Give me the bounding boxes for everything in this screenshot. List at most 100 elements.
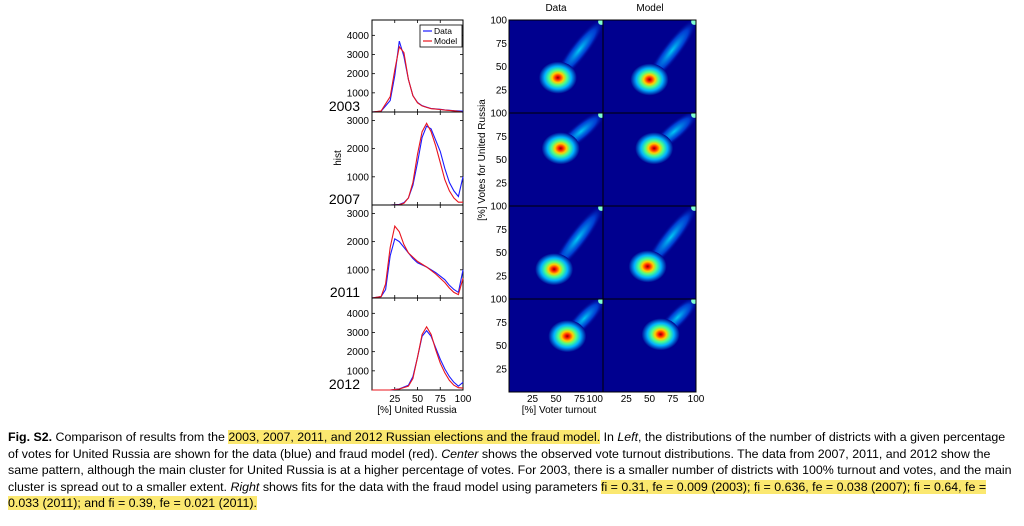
- heatmap-corner-cluster: [598, 113, 603, 118]
- caption-text: shows the observed vote turnout distribu…: [8, 446, 1012, 494]
- x-tick-label: 50: [644, 394, 656, 405]
- column-title-model: Model: [636, 3, 663, 14]
- heatmap-corner-cluster: [691, 206, 696, 211]
- y-tick-label: 3000: [347, 328, 370, 339]
- series-line-model: [371, 224, 464, 299]
- heatmap-corner-cluster: [691, 299, 696, 304]
- y-tick-label: 25: [496, 178, 508, 189]
- caption-text: Comparison of results from the: [52, 430, 229, 444]
- series-line-model: [371, 45, 464, 113]
- caption-italic: Left: [617, 430, 639, 444]
- y-tick-label: 75: [496, 132, 508, 143]
- y-axis-label: [%] Votes for United Russia: [477, 99, 488, 221]
- heatmap-panel-2011-data: [508, 205, 604, 300]
- year-label: 2011: [330, 284, 360, 300]
- y-tick-label: 25: [496, 85, 508, 96]
- caption-text: , the distributions of the number of dis…: [8, 430, 1006, 461]
- x-tick-label: 100: [688, 394, 705, 405]
- heatmap-corner-cluster: [598, 20, 603, 25]
- y-tick-label: 3000: [347, 116, 370, 127]
- histogram-panel-2011: 3000 2000 1000 2011: [330, 204, 464, 300]
- heatmap-panel-2012-data: [508, 298, 604, 393]
- x-axis-label: [%] United Russia: [377, 405, 457, 416]
- heatmap-panel-2003-data: [508, 19, 604, 114]
- y-tick-label: 100: [490, 16, 507, 27]
- heatmap-hotspot: [641, 318, 680, 351]
- y-tick-label: 50: [496, 248, 508, 259]
- x-tick-label: 50: [550, 394, 562, 405]
- x-tick-label: 75: [574, 394, 586, 405]
- heatmap-panel-2012-model: [602, 298, 697, 393]
- heatmap-frame: [602, 298, 697, 393]
- heatmap-hotspot: [635, 132, 674, 165]
- y-tick-label: 1000: [347, 366, 370, 377]
- year-label: 2012: [329, 376, 360, 392]
- heatmap-panel-2003-model: [602, 19, 697, 114]
- heatmap-hotspot: [541, 132, 580, 165]
- heatmap-corner-cluster: [691, 20, 696, 25]
- series-line-model: [372, 325, 464, 391]
- x-tick-label: 50: [412, 394, 424, 405]
- y-tick-label: 2000: [347, 347, 370, 358]
- y-tick-label: 2000: [347, 144, 370, 155]
- x-tick-label: 100: [455, 394, 472, 405]
- heatmap-panel-2007-data: [508, 112, 604, 207]
- caption-italic: Center: [441, 446, 479, 461]
- x-tick-label: 25: [527, 394, 539, 405]
- y-tick-label: 4000: [347, 309, 370, 320]
- y-tick-label: 50: [496, 341, 508, 352]
- y-tick-label: 100: [490, 109, 507, 120]
- y-tick-label: 75: [496, 225, 508, 236]
- x-tick-label: 75: [667, 394, 679, 405]
- heatmap-hotspot: [628, 250, 667, 283]
- legend-label-model: Model: [434, 36, 457, 46]
- heatmap-hotspot: [538, 61, 577, 94]
- figure-caption: Fig. S2. Comparison of results from the …: [8, 429, 1018, 512]
- series-line-data: [371, 237, 464, 299]
- y-tick-label: 100: [490, 295, 507, 306]
- y-tick-label: 75: [496, 39, 508, 50]
- column-title-data: Data: [545, 3, 567, 14]
- caption-label: Fig. S2.: [8, 430, 53, 444]
- y-tick-label: 50: [496, 62, 508, 73]
- y-tick-label: 4000: [347, 31, 370, 42]
- x-tick-label: 75: [435, 394, 447, 405]
- legend-label-data: Data: [434, 26, 452, 36]
- y-tick-label: 75: [496, 318, 508, 329]
- y-tick-label: 50: [496, 155, 508, 166]
- caption-text: In: [600, 430, 618, 444]
- heatmap-hotspot: [548, 320, 587, 353]
- year-label: 2003: [329, 98, 360, 114]
- caption-text: shows fits for the data with the fraud m…: [259, 479, 601, 494]
- caption-italic: Right: [230, 479, 260, 494]
- heatmap-hotspot: [535, 253, 574, 286]
- y-axis-label: hist: [333, 150, 344, 166]
- heatmap-corner-cluster: [598, 299, 603, 304]
- y-tick-label: 1000: [347, 172, 370, 183]
- y-tick-label: 3000: [347, 209, 370, 220]
- heatmap-hotspot: [630, 63, 669, 96]
- y-tick-label: 3000: [347, 50, 370, 61]
- y-tick-label: 100: [490, 202, 507, 213]
- x-tick-label: 25: [389, 394, 401, 405]
- y-tick-label: 2000: [347, 69, 370, 80]
- heatmap-corner-cluster: [691, 113, 696, 118]
- heatmap-panel-2007-model: [602, 112, 697, 207]
- heatmap-corner-cluster: [598, 206, 603, 211]
- x-axis-label: [%] Voter turnout: [522, 405, 597, 416]
- series-line-model: [372, 122, 463, 206]
- heatmap-panel-2011-model: [602, 205, 697, 300]
- y-tick-label: 1000: [347, 88, 370, 99]
- y-tick-label: 25: [496, 364, 508, 375]
- caption-highlight: 2003, 2007, 2011, and 2012 Russian elect…: [228, 430, 601, 444]
- year-label: 2007: [329, 191, 360, 207]
- x-tick-label: 100: [586, 394, 603, 405]
- y-tick-label: 25: [496, 271, 508, 282]
- x-tick-label: 25: [621, 394, 633, 405]
- y-tick-label: 2000: [347, 237, 370, 248]
- y-tick-label: 1000: [347, 265, 370, 276]
